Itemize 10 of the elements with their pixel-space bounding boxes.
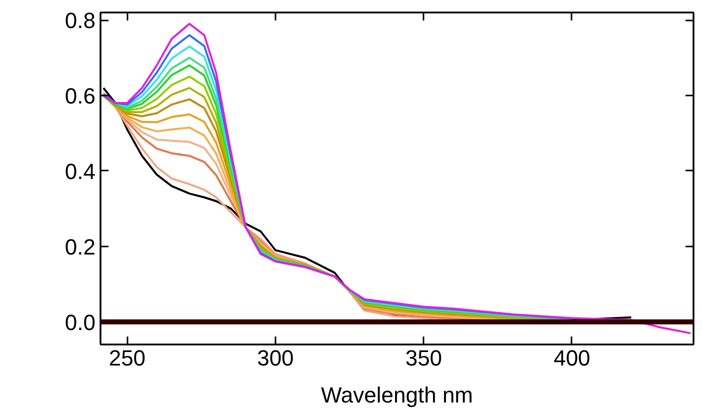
y-tick-label: 0.2 — [64, 234, 96, 260]
y-tick-label: 0.0 — [64, 310, 96, 335]
x-tick-label: 250 — [108, 346, 146, 370]
x-tick-label: 300 — [257, 346, 294, 370]
y-tick-label: 0.8 — [64, 8, 96, 34]
y-tick-label: 0.4 — [64, 158, 96, 184]
x-tick-label: 350 — [405, 346, 442, 370]
x-axis-title: Wavelength nm — [320, 382, 474, 408]
y-tick-label: 0.6 — [64, 84, 96, 108]
x-tick-label: 400 — [554, 346, 590, 370]
